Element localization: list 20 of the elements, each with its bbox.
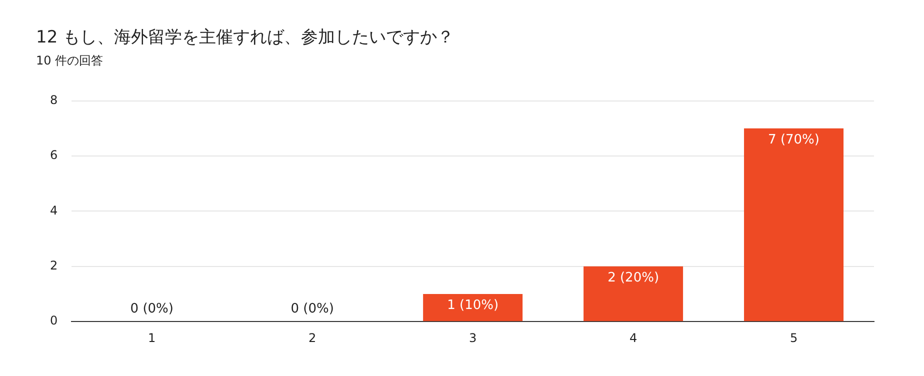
y-tick-label: 4 bbox=[50, 203, 58, 218]
y-tick-label: 6 bbox=[50, 148, 58, 162]
y-tick-label: 8 bbox=[50, 92, 58, 107]
y-tick-label: 0 bbox=[50, 314, 58, 328]
x-tick-label: 5 bbox=[790, 330, 798, 345]
data-label: 1 (10%) bbox=[447, 298, 499, 313]
data-label: 2 (20%) bbox=[608, 270, 660, 286]
chart-subtitle: 10 件の回答 bbox=[36, 54, 104, 68]
bar bbox=[423, 294, 523, 322]
data-label: 0 (0%) bbox=[290, 301, 334, 316]
x-tick-label: 1 bbox=[148, 330, 156, 345]
data-label: 0 (0%) bbox=[130, 301, 174, 316]
bar bbox=[584, 266, 684, 322]
x-tick-label: 3 bbox=[468, 330, 477, 345]
x-tick-label: 2 bbox=[308, 330, 316, 345]
chart-title: 12 もし、海外留学を主催すれば、参加したいですか？ bbox=[36, 28, 454, 48]
x-tick-label: 4 bbox=[629, 330, 638, 345]
y-tick-label: 2 bbox=[50, 258, 58, 273]
data-label: 7 (70%) bbox=[768, 132, 820, 148]
bar bbox=[744, 128, 844, 322]
